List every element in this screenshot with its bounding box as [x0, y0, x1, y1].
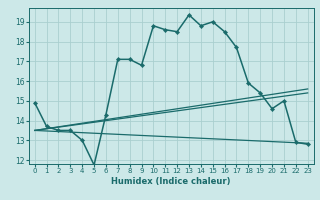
X-axis label: Humidex (Indice chaleur): Humidex (Indice chaleur) [111, 177, 231, 186]
